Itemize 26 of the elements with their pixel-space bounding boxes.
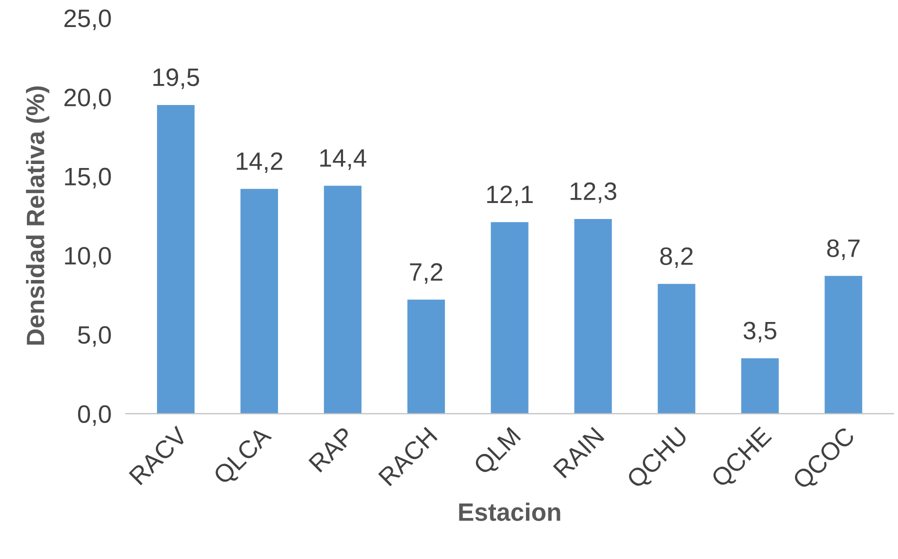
bar (240, 188, 278, 414)
data-label: 8,7 (827, 239, 860, 260)
y-tick-label: 25,0 (64, 9, 111, 30)
data-label: 12,1 (487, 186, 533, 206)
bar (741, 358, 779, 414)
y-tick-label: 20,0 (64, 88, 111, 110)
bar (407, 300, 445, 414)
bar (324, 186, 362, 414)
bar (490, 222, 528, 414)
data-label: 12,3 (570, 182, 616, 204)
data-label: 14,4 (320, 149, 366, 170)
x-axis-title: Estacion (459, 502, 560, 521)
data-label: 8,2 (660, 247, 693, 268)
y-tick-label: 0,0 (78, 405, 111, 426)
data-label: 3,5 (744, 322, 776, 342)
y-axis-title: Densidad Relativa (%) (26, 86, 50, 345)
y-tick-label: 5,0 (78, 326, 111, 347)
data-label: 14,2 (236, 152, 282, 173)
bar (824, 276, 862, 414)
bar (658, 284, 696, 414)
data-label: 19,5 (153, 68, 200, 90)
data-label: 7,2 (410, 263, 442, 284)
y-tick-label: 15,0 (65, 168, 111, 188)
bar (157, 104, 195, 414)
y-tick-label: 10,0 (65, 246, 111, 268)
bar (574, 218, 612, 414)
